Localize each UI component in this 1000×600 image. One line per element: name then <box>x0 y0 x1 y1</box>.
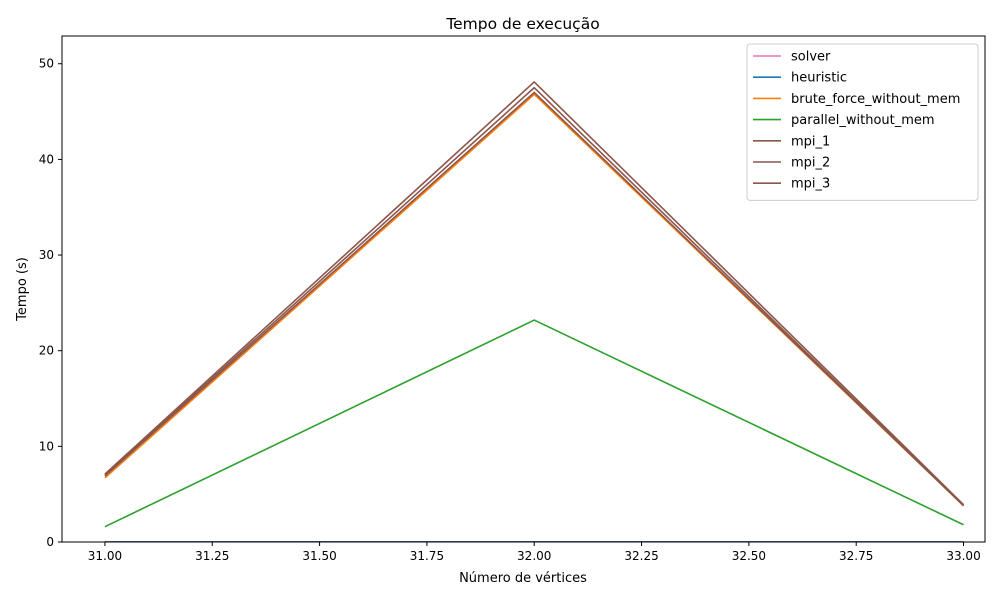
y-axis: 0 10 20 30 40 50 <box>39 57 62 549</box>
legend-label: brute_force_without_mem <box>791 92 960 107</box>
y-tick-label: 10 <box>39 439 54 453</box>
x-axis-label: Número de vértices <box>459 571 587 586</box>
legend: solver heuristic brute_force_without_mempa… <box>746 43 979 201</box>
series-line-parallel-without-mem <box>104 319 964 528</box>
y-axis-label: Tempo (s) <box>15 257 30 322</box>
series-line-mpi-2 <box>104 86 965 507</box>
legend-label: mpi_1 <box>791 134 830 149</box>
y-tick-label: 30 <box>39 248 54 262</box>
y-tick-label: 40 <box>39 152 54 166</box>
x-tick-label: 32.25 <box>624 549 658 563</box>
legend-label: solver <box>791 50 831 65</box>
y-tick-label: 20 <box>39 344 54 358</box>
legend-label: mpi_2 <box>791 156 830 171</box>
x-tick-label: 32.75 <box>839 549 873 563</box>
legend-label: mpi_3 <box>791 177 830 192</box>
x-tick-label: 31.25 <box>195 549 229 563</box>
x-tick-label: 32.00 <box>517 549 551 563</box>
chart-title: Tempo de execução <box>445 15 599 33</box>
x-tick-label: 32.50 <box>732 549 766 563</box>
legend-label: heuristic <box>791 71 847 86</box>
x-axis: 31.00 31.25 31.50 31.75 32.00 32.25 32.50 32.75… <box>88 542 981 563</box>
y-tick-label: 0 <box>46 535 54 549</box>
x-tick-label: 31.50 <box>302 549 336 563</box>
series-line-mpi-1 <box>104 91 965 507</box>
series-line-mpi-3 <box>104 81 965 506</box>
x-tick-label: 31.00 <box>88 549 122 563</box>
x-tick-label: 33.00 <box>946 549 980 563</box>
plot-area <box>61 35 986 543</box>
x-tick-label: 31.75 <box>410 549 444 563</box>
legend-box <box>746 43 979 201</box>
y-tick-label: 50 <box>39 57 54 71</box>
plot-frame <box>61 35 986 543</box>
legend-label: parallel_without_mem <box>791 113 935 128</box>
